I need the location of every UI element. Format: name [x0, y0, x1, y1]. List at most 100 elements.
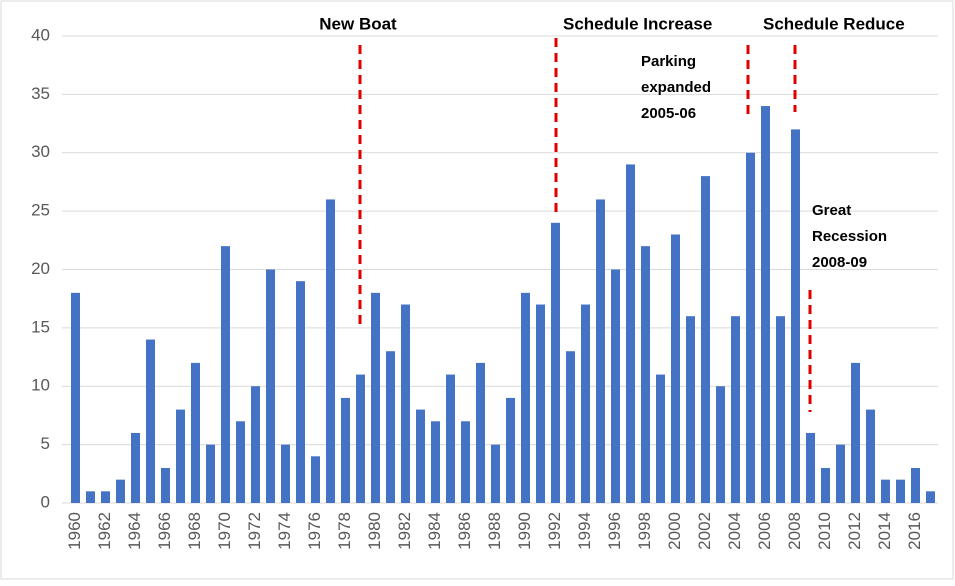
x-tick-label: 1960: [65, 512, 84, 550]
y-tick-label: 40: [31, 25, 50, 44]
x-tick-label: 1968: [185, 512, 204, 550]
bar: [926, 491, 935, 503]
bar: [506, 397, 515, 503]
bar: [191, 362, 200, 503]
y-tick-label: 0: [41, 492, 50, 511]
bar: [836, 444, 845, 503]
bar: [161, 467, 170, 503]
x-tick-label: 1982: [395, 512, 414, 550]
bar: [746, 152, 755, 503]
x-tick-label: 2012: [845, 512, 864, 550]
y-tick-label: 20: [31, 259, 50, 278]
bar: [71, 292, 80, 503]
bar: [326, 199, 335, 503]
y-tick-label: 25: [31, 201, 50, 220]
x-tick-label: 1992: [545, 512, 564, 550]
bar: [146, 339, 155, 503]
x-tick-label: 1972: [245, 512, 264, 550]
x-tick-label: 2010: [815, 512, 834, 550]
bar: [551, 222, 560, 504]
bar: [251, 386, 260, 503]
bar: [296, 281, 305, 503]
x-tick-label: 2004: [725, 512, 744, 550]
bar: [401, 304, 410, 503]
x-tick-label: 1970: [215, 512, 234, 550]
x-tick-label: 2014: [875, 512, 894, 550]
x-tick-label: 1998: [635, 512, 654, 550]
bar: [101, 491, 110, 503]
bar: [86, 491, 95, 503]
bar: [566, 351, 575, 503]
bar: [431, 421, 440, 503]
bar: [866, 409, 875, 503]
x-tick-label: 1962: [95, 512, 114, 550]
bar: [221, 246, 230, 503]
x-tick-label: 1980: [365, 512, 384, 550]
x-tick-label: 1996: [605, 512, 624, 550]
bar: [896, 479, 905, 503]
bar: [281, 444, 290, 503]
bar: [416, 409, 425, 503]
bar: [206, 444, 215, 503]
bar: [881, 479, 890, 503]
x-tick-label: 1966: [155, 512, 174, 550]
x-tick-label: 1976: [305, 512, 324, 550]
bar: [821, 467, 830, 503]
bar: [761, 106, 770, 504]
bar: [176, 409, 185, 503]
annotation-text: 2008-09: [812, 254, 867, 271]
bar: [851, 362, 860, 503]
y-tick-label: 30: [31, 142, 50, 161]
x-tick-label: 1974: [275, 512, 294, 550]
bar: [611, 269, 620, 503]
y-tick-label: 5: [41, 434, 50, 453]
annotation-text: Parking: [641, 53, 696, 70]
bar: [386, 351, 395, 503]
bar: [791, 129, 800, 503]
x-tick-label: 1964: [125, 512, 144, 550]
bar: [311, 456, 320, 503]
y-tick-label: 15: [31, 317, 50, 336]
x-tick-label: 1988: [485, 512, 504, 550]
x-tick-label: 1994: [575, 512, 594, 550]
bar: [806, 432, 815, 503]
x-tick-label: 2006: [755, 512, 774, 550]
bar: [266, 269, 275, 503]
annotation-text: Recession: [812, 228, 887, 245]
y-tick-label: 10: [31, 376, 50, 395]
bar: [371, 292, 380, 503]
annotation-text: Schedule Reduce: [763, 14, 905, 33]
annotation-text: expanded: [641, 79, 711, 96]
bar: [116, 479, 125, 503]
bar: [131, 432, 140, 503]
x-tick-label: 1990: [515, 512, 534, 550]
bar: [446, 374, 455, 503]
bar: [671, 234, 680, 503]
bar: [341, 397, 350, 503]
bar: [626, 164, 635, 504]
bar: [521, 292, 530, 503]
annotation-text: 2005-06: [641, 105, 696, 122]
y-tick-label: 35: [31, 84, 50, 103]
annotation-text: Great: [812, 202, 851, 219]
x-tick-label: 2002: [695, 512, 714, 550]
bar: [356, 374, 365, 503]
bar: [536, 304, 545, 503]
bar: [236, 421, 245, 503]
x-tick-label: 1984: [425, 512, 444, 550]
annotation-text: New Boat: [319, 14, 397, 33]
x-tick-label: 2008: [785, 512, 804, 550]
bar: [911, 467, 920, 503]
bar: [476, 362, 485, 503]
bar: [776, 316, 785, 503]
bar: [491, 444, 500, 503]
x-tick-label: 2016: [905, 512, 924, 550]
annotation-text: Schedule Increase: [563, 14, 712, 33]
x-tick-label: 1978: [335, 512, 354, 550]
bar: [686, 316, 695, 503]
x-tick-label: 1986: [455, 512, 474, 550]
bar: [701, 176, 710, 503]
bar: [581, 304, 590, 503]
